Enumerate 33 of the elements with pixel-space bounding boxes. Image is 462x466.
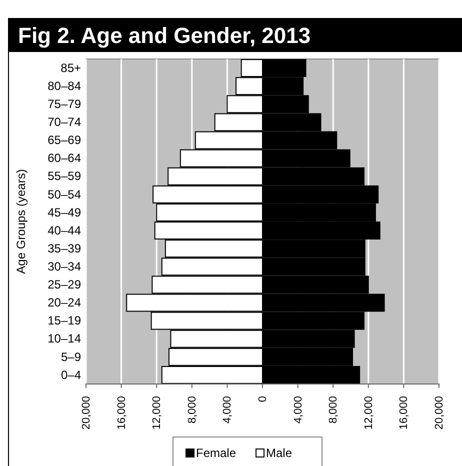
y-tick-label: 30–34 xyxy=(48,259,82,274)
y-tick-label: 0–4 xyxy=(60,368,82,382)
y-tick-label: 45–49 xyxy=(48,205,82,220)
x-tick-label: 4,000 xyxy=(292,396,304,424)
y-axis-title: Age Groups (years) xyxy=(14,169,28,274)
y-tick-label: 80–84 xyxy=(48,78,82,93)
y-tick-label: 25–29 xyxy=(48,278,82,292)
x-tick-label: 4,000 xyxy=(222,396,234,424)
legend-label: Male xyxy=(266,446,292,460)
y-tick-label: 5–9 xyxy=(60,350,82,364)
y-tick-label: 15–19 xyxy=(48,314,82,328)
x-tick-label: 20,000 xyxy=(80,396,93,430)
y-tick-label: 35–39 xyxy=(48,241,82,256)
y-tick-label: 40–44 xyxy=(48,223,82,238)
x-tick-label: 12,000 xyxy=(362,396,375,430)
x-tick-label: 8,000 xyxy=(186,396,198,424)
x-tick-label: 20,000 xyxy=(434,396,446,430)
y-tick-label: 75–79 xyxy=(48,96,82,111)
y-tick-label: 20–24 xyxy=(48,296,82,310)
y-tick-label: 60–64 xyxy=(48,151,82,166)
y-tick-label: 85+ xyxy=(60,60,81,75)
x-tick-label: 16,000 xyxy=(116,396,128,430)
y-tick-label: 10–14 xyxy=(48,332,82,346)
y-tick-label: 55–59 xyxy=(48,169,82,184)
x-tick-label: 0 xyxy=(257,396,270,402)
y-tick-label: 65–69 xyxy=(48,133,82,148)
y-tick-label: 70–74 xyxy=(48,115,82,130)
x-tick-label: 12,000 xyxy=(151,396,164,430)
y-tick-label: 50–54 xyxy=(48,187,82,202)
legend-label: Female xyxy=(196,446,236,460)
x-tick-label: 8,000 xyxy=(328,396,340,424)
x-tick-label: 16,000 xyxy=(398,396,410,430)
chart-title: Fig 2. Age and Gender, 2013 xyxy=(18,23,311,48)
